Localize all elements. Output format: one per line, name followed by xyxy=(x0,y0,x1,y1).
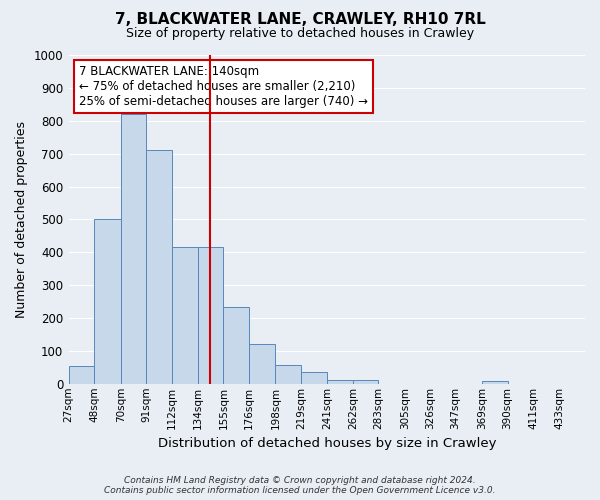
Bar xyxy=(69,366,94,384)
Text: 7, BLACKWATER LANE, CRAWLEY, RH10 7RL: 7, BLACKWATER LANE, CRAWLEY, RH10 7RL xyxy=(115,12,485,28)
Bar xyxy=(172,248,198,384)
Bar xyxy=(94,220,121,384)
Bar xyxy=(328,380,353,384)
Bar xyxy=(301,372,328,384)
Bar xyxy=(353,380,378,384)
Bar xyxy=(146,150,172,384)
Bar xyxy=(249,344,275,384)
X-axis label: Distribution of detached houses by size in Crawley: Distribution of detached houses by size … xyxy=(158,437,496,450)
Text: Contains HM Land Registry data © Crown copyright and database right 2024.
Contai: Contains HM Land Registry data © Crown c… xyxy=(104,476,496,495)
Bar xyxy=(482,381,508,384)
Bar xyxy=(198,248,223,384)
Text: 7 BLACKWATER LANE: 140sqm
← 75% of detached houses are smaller (2,210)
25% of se: 7 BLACKWATER LANE: 140sqm ← 75% of detac… xyxy=(79,65,368,108)
Bar xyxy=(275,365,301,384)
Bar xyxy=(121,114,146,384)
Y-axis label: Number of detached properties: Number of detached properties xyxy=(15,121,28,318)
Text: Size of property relative to detached houses in Crawley: Size of property relative to detached ho… xyxy=(126,28,474,40)
Bar xyxy=(223,306,249,384)
